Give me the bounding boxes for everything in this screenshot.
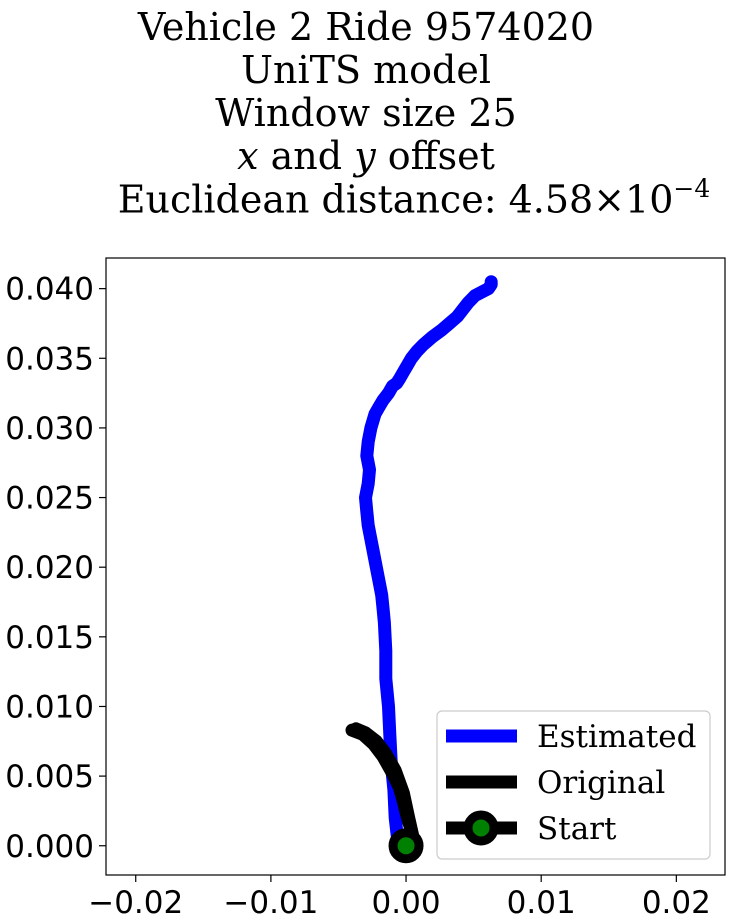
- title-and-text: and: [258, 134, 355, 178]
- title-offset-text: offset: [375, 134, 495, 178]
- y-tick-label: 0.000: [5, 829, 94, 865]
- y-tick-label: 0.040: [5, 272, 94, 308]
- x-tick-label: 0.01: [507, 885, 576, 921]
- title-line-5: Euclidean distance: 4.58×10−4: [48, 176, 732, 222]
- legend-label-start: Start: [537, 811, 617, 847]
- y-tick-label: 0.010: [5, 689, 94, 725]
- series-layer: [345, 275, 498, 864]
- series-line-estimated: [359, 275, 498, 849]
- title-distance-exponent: −4: [673, 174, 711, 203]
- title-line-2: UniTS model: [241, 48, 491, 92]
- title-line-1: Vehicle 2 Ride 9574020: [137, 5, 595, 49]
- y-tick-label: 0.015: [5, 620, 94, 656]
- y-tick-label: 0.035: [5, 341, 94, 377]
- legend-start-marker: [463, 810, 499, 846]
- y-tick-label: 0.030: [5, 411, 94, 447]
- x-tick-label: −0.02: [88, 885, 183, 921]
- y-tick-label: 0.020: [5, 550, 94, 586]
- x-tick-label: −0.01: [223, 885, 318, 921]
- title-y-variable: y: [354, 134, 376, 178]
- y-tick-label: 0.005: [5, 759, 94, 795]
- title-line-3: Window size 25: [215, 91, 517, 135]
- x-tick-label: 0.00: [372, 885, 441, 921]
- chart-title: Vehicle 2 Ride 9574020 UniTS model Windo…: [0, 0, 732, 235]
- legend-label-estimated: Estimated: [537, 719, 696, 755]
- axis-ticks: −0.02 −0.01 0.00 0.01 0.02 0.000 0.005 0.010 0.0…: [5, 272, 711, 921]
- x-tick-label: 0.02: [642, 885, 711, 921]
- title-distance-text: Euclidean distance: 4.58×10: [117, 177, 674, 222]
- start-point-marker: [388, 828, 424, 864]
- title-x-variable: x: [237, 134, 259, 178]
- legend: Estimated Original Start: [436, 710, 711, 860]
- y-tick-label: 0.025: [5, 481, 94, 517]
- legend-label-original: Original: [537, 765, 665, 801]
- title-line-4: x and y offset: [0, 137, 732, 175]
- series-line-original: [345, 722, 420, 843]
